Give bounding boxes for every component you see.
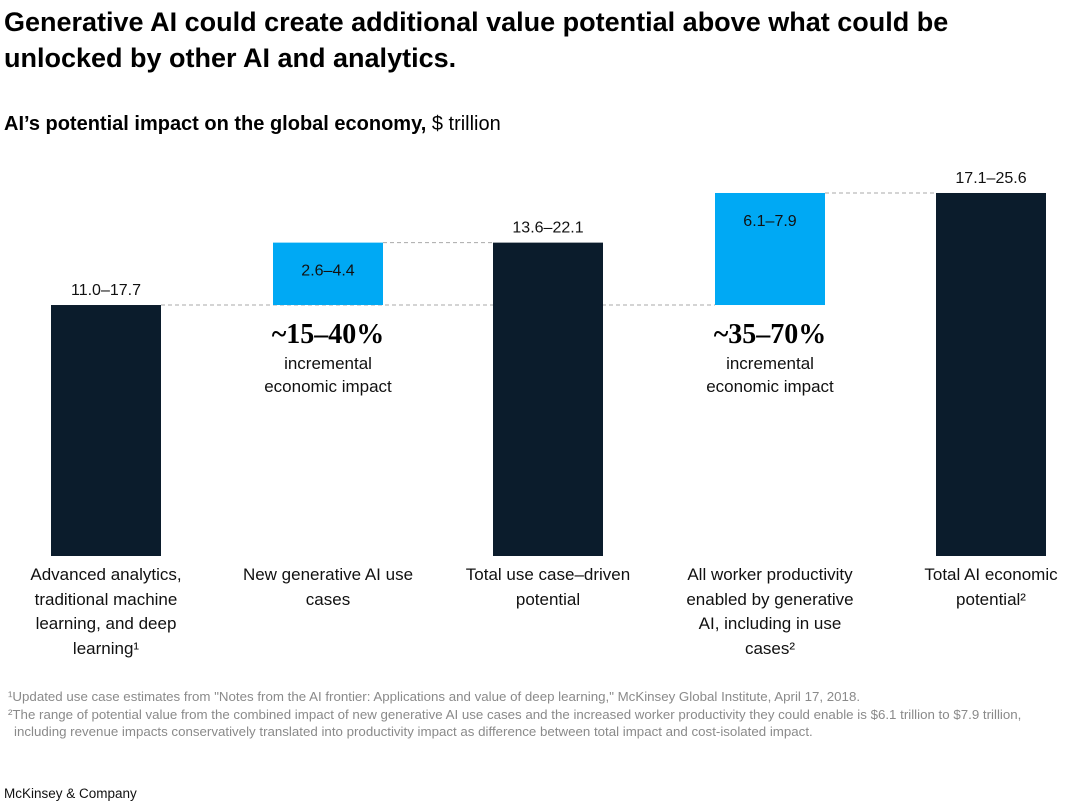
title: Generative AI could create additional va… (4, 7, 949, 73)
bar (493, 242, 603, 556)
unit: $ trillion (431, 113, 501, 135)
chart-title: AI’s potential impact on the global econ… (4, 113, 427, 135)
category-label: All worker productivity enabled by gener… (686, 565, 854, 658)
category-label: Total AI economic potential² (924, 565, 1058, 609)
source: McKinsey & Company (4, 786, 137, 801)
annotation-value: ~15–40% (271, 319, 385, 350)
bar (715, 192, 825, 306)
annotation: ~15–40% incremental economic impact (243, 318, 413, 398)
annotation-text: incremental economic impact (264, 354, 392, 396)
value-label: 11.0–17.7 (71, 282, 141, 299)
value-label: 6.1–7.9 (743, 213, 796, 230)
category-label: Total use case–driven potential (465, 565, 631, 609)
annotation-text: incremental economic impact (706, 354, 834, 396)
footnotes: ¹Updated use case estimates from "Notes … (8, 688, 1068, 741)
bar (936, 192, 1046, 556)
bar (51, 305, 161, 556)
annotation: ~35–70% incremental economic impact (685, 318, 855, 398)
category-label: Advanced analytics, traditional machine … (30, 565, 182, 658)
value-label: 17.1–25.6 (955, 170, 1026, 187)
annotation-value: ~35–70% (713, 319, 827, 350)
value-label: 2.6–4.4 (301, 263, 354, 280)
bar (273, 242, 383, 306)
footnote: ¹Updated use case estimates from "Notes … (8, 689, 861, 704)
value-label: 13.6–22.1 (512, 220, 583, 237)
subtitle: AI’s potential impact on the global econ… (4, 113, 501, 136)
footnote: ²The range of potential value from the c… (8, 706, 1022, 740)
category-label: New generative AI use cases (242, 565, 414, 609)
